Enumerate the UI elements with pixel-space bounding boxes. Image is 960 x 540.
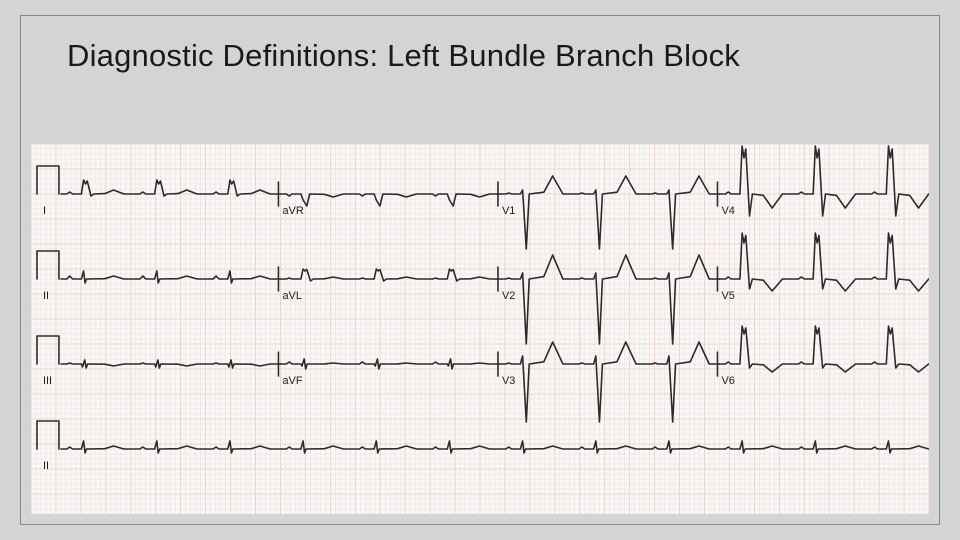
lead-label: V2 — [502, 290, 515, 302]
lead-label: aVR — [282, 205, 303, 217]
lead-label: II — [43, 460, 49, 472]
lead-label: V5 — [721, 290, 734, 302]
lead-label: V4 — [721, 205, 734, 217]
ecg-svg: IaVR V1 V4 II aVL V2 V5 III aVF V3 V6 II — [31, 144, 929, 514]
ecg-strip: IaVR V1 V4 II aVL V2 V5 III aVF V3 V6 II — [31, 144, 929, 514]
slide-frame: Diagnostic Definitions: Left Bundle Bran… — [20, 15, 940, 525]
lead-label: aVL — [282, 290, 302, 302]
lead-label: I — [43, 205, 46, 217]
slide-title: Diagnostic Definitions: Left Bundle Bran… — [21, 16, 939, 90]
lead-label: aVF — [282, 375, 302, 387]
lead-label: II — [43, 290, 49, 302]
lead-label: V1 — [502, 205, 515, 217]
lead-label: V3 — [502, 375, 515, 387]
lead-label: III — [43, 375, 52, 387]
lead-label: V6 — [721, 375, 734, 387]
